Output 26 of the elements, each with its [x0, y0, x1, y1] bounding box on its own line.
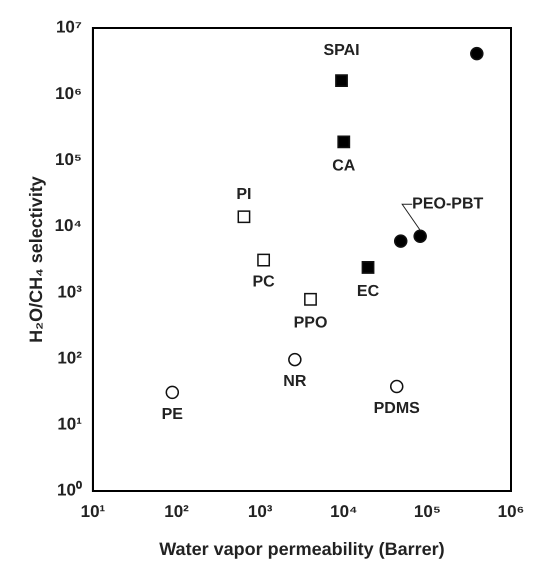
- x-tick-label: 10⁶: [498, 502, 524, 521]
- x-tick-label: 10³: [248, 502, 273, 521]
- annotation: SPAI: [323, 42, 360, 60]
- annotation: CA: [332, 157, 356, 174]
- x-tick-label: 10²: [164, 502, 190, 521]
- annotation: PI: [236, 186, 252, 204]
- annotation: NR: [283, 372, 307, 390]
- y-axis-title: H₂O/CH₄ selectivity: [26, 176, 46, 343]
- x-axis-title: Water vapor permeability (Barrer): [159, 539, 445, 560]
- annotation: PEO-PBT: [412, 196, 484, 213]
- annotation: EC: [356, 282, 380, 300]
- annotation: PC: [252, 273, 276, 290]
- annotation: PDMS: [374, 400, 420, 417]
- y-tick-label: 10⁵: [55, 150, 82, 169]
- x-tick-label: 10⁴: [330, 502, 358, 521]
- y-tick-label: 10⁰: [56, 480, 82, 500]
- y-tick-label: 10²: [57, 348, 82, 368]
- y-tick-label: 10¹: [57, 414, 82, 434]
- annotation: PPO: [294, 314, 328, 332]
- y-tick-label: 10⁴: [54, 216, 82, 236]
- y-tick-label: 10³: [57, 282, 82, 302]
- annotation: PE: [162, 406, 184, 423]
- x-tick-label: 10⁵: [414, 502, 441, 521]
- y-tick-label: 10⁶: [55, 84, 82, 103]
- y-tick-label: 10⁷: [56, 18, 82, 37]
- x-tick-label: 10¹: [80, 502, 106, 521]
